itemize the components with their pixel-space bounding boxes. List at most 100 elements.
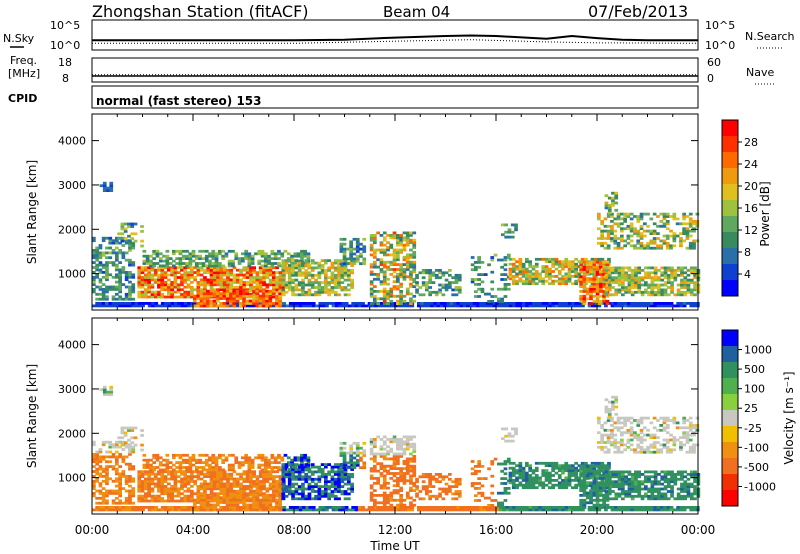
power-cell	[657, 278, 661, 282]
velocity-cell	[382, 455, 387, 458]
power-cell	[646, 246, 650, 250]
velocity-cell	[399, 486, 403, 490]
velocity-cell	[144, 480, 148, 483]
power-cell	[567, 267, 572, 271]
velocity-cell	[268, 477, 273, 481]
power-cell	[186, 295, 191, 299]
power-cell	[686, 273, 691, 277]
power-cell	[232, 297, 237, 300]
velocity-cell	[186, 475, 191, 478]
power-cell	[221, 264, 225, 268]
power-cell	[525, 272, 529, 276]
power-cell	[405, 290, 410, 293]
velocity-cell	[331, 508, 336, 512]
velocity-cell	[436, 508, 441, 512]
velocity-cell	[216, 496, 220, 500]
power-cell	[666, 302, 671, 305]
power-cell	[277, 264, 281, 268]
power-cell	[402, 270, 407, 274]
power-cell	[310, 281, 315, 284]
velocity-cell	[317, 475, 322, 479]
velocity-cell	[402, 459, 407, 463]
power-cell	[226, 276, 230, 279]
velocity-cell	[245, 498, 250, 502]
power-cell	[607, 196, 612, 200]
power-cell	[134, 302, 139, 305]
power-cell	[258, 304, 263, 308]
power-cell	[287, 278, 292, 282]
power-cell	[342, 242, 347, 246]
power-cell	[531, 267, 536, 271]
velocity-cell	[272, 480, 276, 483]
velocity-cell	[273, 466, 278, 469]
beam-label: Beam 04	[383, 3, 450, 21]
velocity-cell	[255, 487, 260, 491]
power-cell	[662, 222, 667, 226]
power-cell	[186, 276, 191, 279]
power-cell	[382, 265, 387, 269]
velocity-cell	[140, 448, 144, 452]
power-cell	[405, 275, 410, 279]
velocity-cell	[218, 456, 222, 460]
power-cell	[633, 302, 638, 305]
power-cell	[477, 295, 481, 298]
power-cell	[347, 293, 351, 297]
velocity-cell	[369, 469, 374, 473]
velocity-cell	[222, 506, 227, 509]
velocity-cell	[409, 479, 413, 483]
power-cell	[551, 265, 555, 268]
velocity-cell	[362, 454, 367, 457]
power-cell	[105, 304, 109, 308]
power-cell	[602, 297, 606, 301]
velocity-cell	[123, 431, 128, 435]
velocity-cell	[226, 489, 230, 493]
power-cell	[140, 281, 145, 284]
power-cell	[118, 304, 122, 308]
velocity-cell	[291, 473, 295, 476]
velocity-cell	[265, 493, 269, 497]
velocity-cell	[227, 468, 232, 472]
velocity-cell	[222, 477, 227, 481]
power-cell	[123, 227, 128, 231]
power-cell	[656, 232, 660, 235]
power-cell	[487, 300, 491, 303]
power-cell	[325, 304, 329, 308]
power-cell	[317, 266, 322, 270]
power-cell	[248, 289, 253, 293]
power-cell	[249, 283, 253, 287]
power-cell	[199, 292, 204, 296]
power-cell	[333, 278, 338, 282]
power-cell	[659, 239, 664, 243]
power-cell	[105, 246, 109, 250]
velocity-cell	[167, 506, 172, 509]
power-cell	[137, 273, 142, 277]
power-cell	[337, 264, 341, 267]
power-cell	[428, 290, 432, 294]
power-cell	[108, 241, 113, 245]
velocity-cell	[386, 501, 390, 505]
power-cell	[582, 275, 587, 279]
velocity-cell	[106, 393, 110, 396]
power-cell	[131, 285, 136, 289]
power-cell	[302, 304, 306, 308]
velocity-cell	[108, 489, 113, 493]
power-cell	[386, 294, 390, 298]
power-cell	[682, 232, 686, 235]
velocity-cell	[147, 477, 151, 481]
velocity-cell	[369, 484, 374, 488]
power-cell	[167, 266, 171, 270]
velocity-cell	[396, 459, 400, 463]
power-cell	[105, 256, 109, 260]
velocity-cell	[115, 462, 119, 466]
velocity-cell	[180, 470, 184, 474]
velocity-cell	[190, 492, 194, 496]
velocity-cell	[252, 492, 256, 496]
velocity-cell	[157, 485, 161, 488]
velocity-cell	[245, 503, 250, 507]
power-cell	[580, 257, 585, 261]
velocity-cell	[102, 388, 107, 392]
power-cell	[95, 258, 99, 262]
power-cell	[339, 259, 344, 263]
velocity-cell	[341, 508, 346, 512]
